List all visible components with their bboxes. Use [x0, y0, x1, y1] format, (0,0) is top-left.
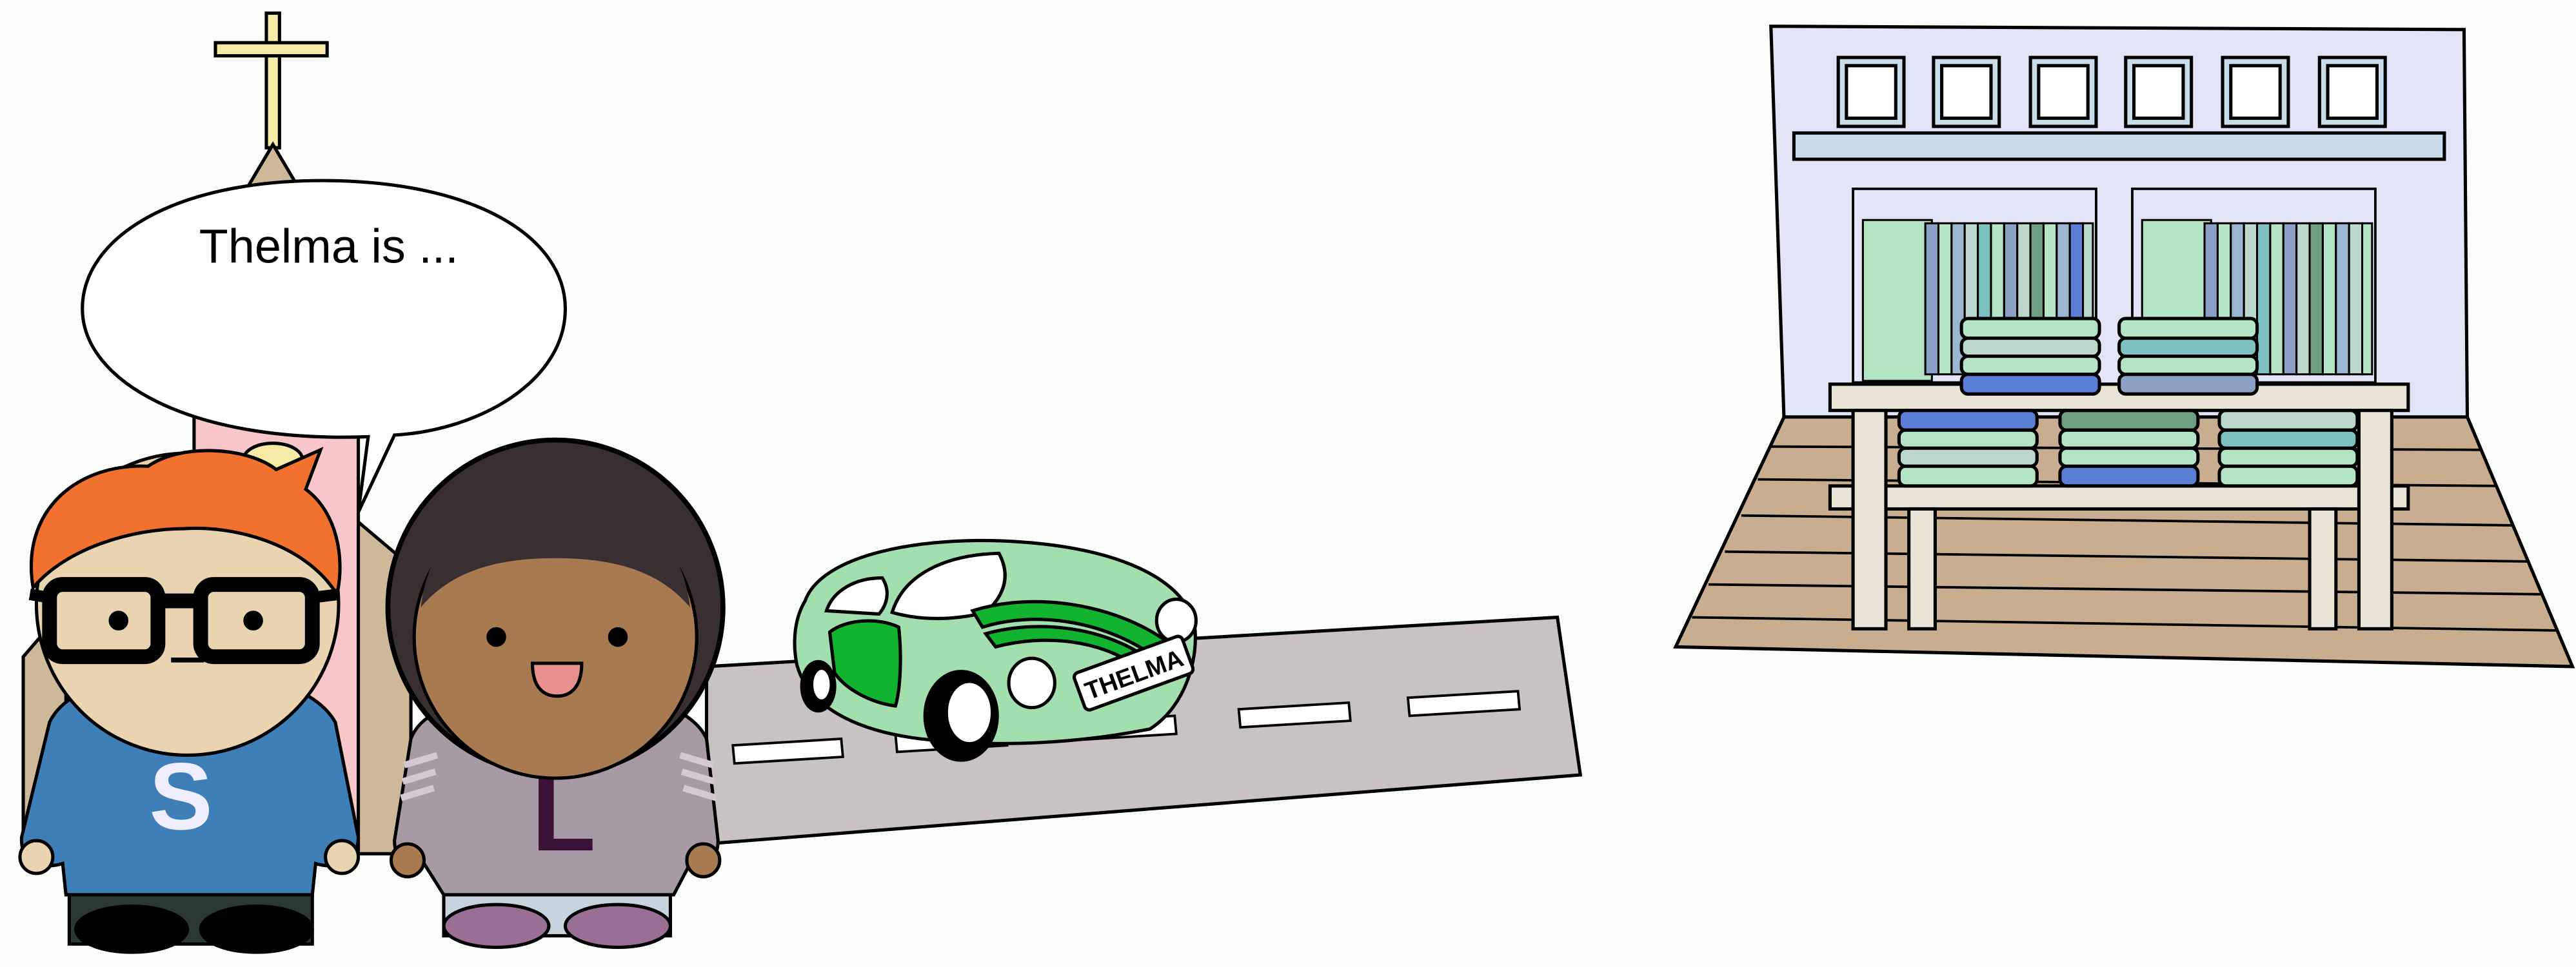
person-s: S: [18, 446, 361, 954]
table-lower-shelf: [1828, 484, 2410, 511]
road-lane-marking: [1237, 701, 1352, 729]
speech-bubble-text: Thelma is ...: [199, 219, 459, 273]
person-s-glasses: [28, 577, 340, 665]
green-car: THELMA: [793, 539, 1198, 762]
person-l-hand-left: [389, 842, 426, 879]
table-leg: [2357, 409, 2393, 630]
speech-bubble-shape: [81, 179, 568, 513]
person-l: L: [385, 437, 726, 949]
person-s-hand-right: [324, 839, 361, 875]
person-l-hand-right: [685, 842, 722, 879]
person-s-eye-right: [243, 610, 263, 630]
person-s-shoe-right: [199, 904, 314, 954]
table-leg: [1851, 409, 1888, 630]
folded-stack: [2117, 317, 2259, 396]
table-leg: [2308, 507, 2338, 630]
church-cross-vertical: [264, 11, 281, 150]
person-l-shoe-right: [563, 903, 672, 949]
car-wheel-front: [923, 670, 999, 762]
clothing-store: [1673, 24, 2575, 669]
person-l-mouth: [530, 661, 584, 698]
car-side-window: [824, 576, 889, 616]
person-l-shoe-left: [442, 903, 551, 949]
church-cross-horizontal: [213, 41, 329, 58]
car-door-panel: [827, 619, 902, 708]
table-leg: [1907, 507, 1937, 630]
speech-bubble: Thelma is ...: [81, 179, 568, 513]
car-headlight: [1007, 656, 1056, 710]
car-windshield: [890, 551, 1007, 620]
person-s-hair: [29, 446, 342, 599]
folded-stack: [1897, 409, 2039, 488]
person-l-eye-right: [608, 627, 628, 647]
person-s-eye-left: [108, 610, 129, 630]
road-lane-marking: [731, 737, 844, 765]
person-l-sleeve-stripes: [400, 752, 718, 801]
person-s-hand-left: [18, 839, 55, 875]
person-s-shoe-left: [74, 904, 190, 954]
person-l-eye-left: [486, 627, 506, 647]
store-window-panes: [1845, 64, 2379, 120]
store-shelf-strip: [1792, 131, 2446, 161]
folded-stack: [1959, 317, 2101, 396]
folded-stack: [2217, 409, 2359, 488]
road-lane-marking: [1406, 690, 1521, 718]
person-l-hair-fringe: [421, 489, 691, 608]
person-s-shirt-letter: S: [149, 743, 213, 850]
car-wheel-rear: [800, 659, 837, 713]
folded-stack: [2058, 409, 2200, 488]
